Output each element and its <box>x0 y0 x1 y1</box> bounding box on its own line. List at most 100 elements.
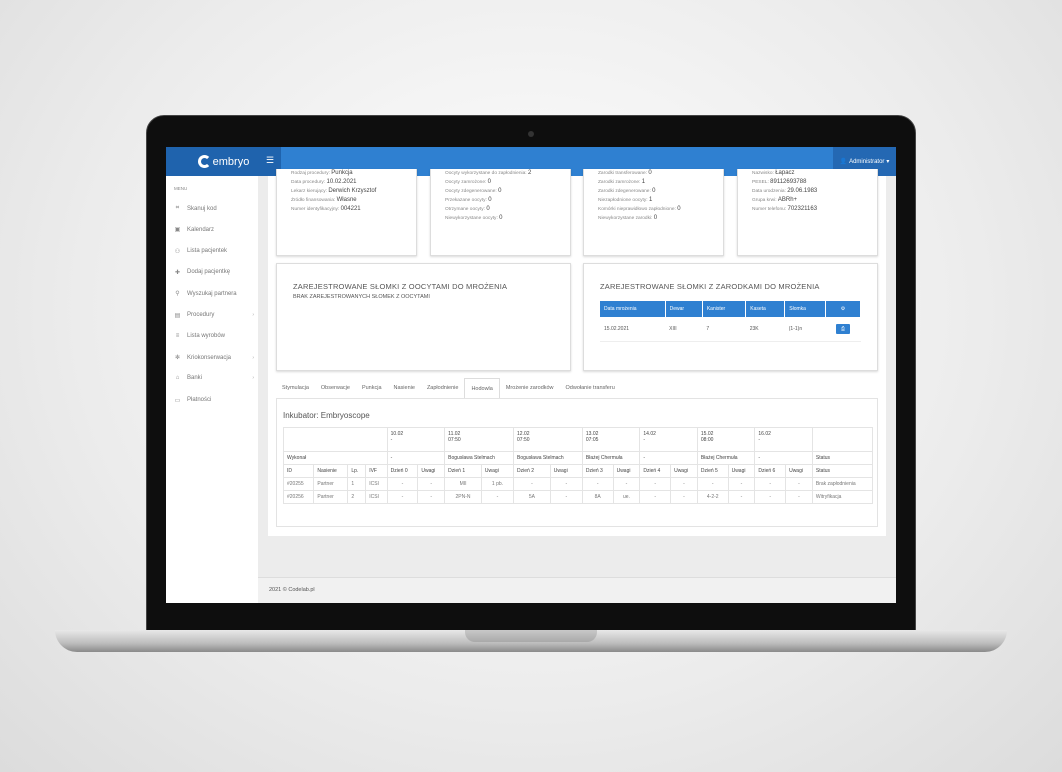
table-cell: - <box>785 490 813 504</box>
sidebar-item-lista-wyrob-w[interactable]: ≡ Lista wyrobów <box>174 333 254 339</box>
culture-table: 10.02-11.02 07:50 12.02 07:50 13.02 07:05 14.0… <box>282 427 874 504</box>
info-line: Przekazane oocyty: 0 <box>445 196 556 205</box>
tab-zap-odnienie[interactable]: Zapłodnienie <box>426 385 459 391</box>
summary-card: Rodzaj procedury: Punkcja Data procedury:… <box>276 169 417 256</box>
info-value: 702321163 <box>787 206 818 212</box>
hamburger-icon[interactable]: ☰ <box>266 155 275 165</box>
info-label: Lekarz kierujący: <box>291 189 327 194</box>
info-label: Rodzaj procedury: <box>291 171 330 176</box>
info-line: PESEL: 89112693788 <box>752 178 863 187</box>
user-search-icon: ⚲ <box>175 291 180 298</box>
info-label: Źródło finansowania: <box>291 198 336 203</box>
info-line: Numer identyfikacyjny: 004221 <box>291 205 402 214</box>
info-line: Niewykorzystane oocyty: 0 <box>445 214 556 223</box>
chevron-down-icon: ▾ <box>886 159 890 165</box>
performed-by: - <box>386 451 446 465</box>
column-header: Dewar <box>665 301 703 317</box>
logo-icon <box>197 155 211 168</box>
tab-hodowla[interactable]: Hodowla <box>464 378 500 398</box>
info-value: 0 <box>487 179 492 185</box>
tab-nasienie[interactable]: Nasienie <box>393 385 415 391</box>
column-header: Uwagi <box>417 464 446 478</box>
table-cell: #20256 <box>282 490 315 504</box>
sidebar-item-wyszukaj-partnera[interactable]: ⚲ Wyszukaj partnera <box>174 290 254 298</box>
info-value: 0 <box>648 170 652 176</box>
column-header: Dzień 6 <box>754 464 787 478</box>
date: 10.02 <box>390 431 404 437</box>
date: 13.02 <box>585 431 599 437</box>
performed-row: Wykonał - Bogusława Stelmach Bogusława Stel… <box>283 451 874 465</box>
time: - <box>643 437 646 443</box>
info-value: Derwich Krzysztof <box>328 188 377 194</box>
time: 07:50 <box>448 437 461 443</box>
money-icon: ▭ <box>174 397 181 404</box>
column-header: Data mrożenia <box>600 301 666 317</box>
table-cell: - <box>670 490 698 504</box>
sidebar-item-label: Procedury <box>187 312 215 318</box>
table-cell: 1 pb. <box>480 477 515 491</box>
info-label: Data urodzenia: <box>752 189 786 194</box>
column-header: Uwagi <box>785 464 813 478</box>
column-header: Lp. <box>347 464 367 478</box>
performed-label: Wykonał <box>283 451 388 465</box>
tab-stymulacja[interactable]: Stymulacja <box>282 385 309 391</box>
sidebar-item-p-atno-ci[interactable]: ▭ Płatności <box>174 397 254 404</box>
logo[interactable]: embryo <box>166 147 281 176</box>
table-cell: - <box>480 490 515 504</box>
info-line: Oocyty zdegenerowane: 0 <box>445 187 556 196</box>
table-row: #20255 Partner 1 ICSI - - MII 1 pb. - - - - - - - - - - Br… <box>282 477 874 491</box>
sidebar-item-kalendarz[interactable]: ▣ Kalendarz <box>174 226 254 234</box>
info-line: Oocyty wykorzystane do zapłodnienia: 2 <box>445 169 556 178</box>
sidebar-item-dodaj-pacjentk-[interactable]: ✚ Dodaj pacjentkę <box>174 269 254 276</box>
clipboard-icon: ▤ <box>174 312 181 319</box>
table-cell: - <box>581 477 614 491</box>
sidebar-item-skanuj-kod[interactable]: ⌗ Skanuj kod <box>174 205 254 212</box>
sidebar-item-banki[interactable]: ⌂ Banki › <box>174 375 254 381</box>
column-header: Status <box>811 464 874 478</box>
laptop-notch <box>465 630 597 642</box>
sidebar-item-kriokonserwacja[interactable]: ✻ Kriokonserwacja › <box>174 354 254 362</box>
table-cell: - <box>417 490 446 504</box>
table-cell: - <box>670 477 698 491</box>
table-cell: 5A <box>513 490 551 504</box>
column-header: ID <box>282 464 315 478</box>
table-cell: - <box>639 490 672 504</box>
info-label: Niezapłodnione oocyty: <box>598 198 648 203</box>
sidebar-item-label: Dodaj pacjentkę <box>187 269 231 276</box>
tab-odwo-anie-transferu[interactable]: Odwołanie transferu <box>565 385 615 391</box>
sidebar-item-procedury[interactable]: ▤ Procedury › <box>174 312 254 319</box>
performed-by: Błażej Chermuła <box>696 451 756 465</box>
info-value: 1 <box>641 179 646 185</box>
table-cell: 2PN-N <box>444 490 482 504</box>
tab-obserwacje[interactable]: Obserwacje <box>320 385 350 391</box>
table-row: #20256 Partner 2 ICSI - -2PN-N -5A -8A ue. - -4-2-… <box>282 490 874 504</box>
settings-icon: ⚙ <box>825 301 861 317</box>
date-cell: 15.02 08:00 <box>696 427 756 452</box>
info-label: Nazwisko: <box>752 171 774 176</box>
info-label: PESEL: <box>752 180 769 185</box>
calendar-icon: ▣ <box>174 227 181 234</box>
table-cell: - <box>417 477 446 491</box>
table-cell: - <box>727 477 756 491</box>
table-cell: 23K <box>745 317 785 342</box>
table-cell: (1-1)n <box>784 317 826 342</box>
print-icon[interactable]: ⎙ <box>836 324 851 334</box>
sidebar-item-lista-pacjentek[interactable]: ⚇ Lista pacjentek <box>174 248 254 255</box>
card-title: ZAREJESTROWANE SŁOMKI Z OOCYTAMI DO MROŻ… <box>293 282 508 291</box>
table-cell: - <box>549 477 583 491</box>
date: 11.02 <box>448 431 461 437</box>
tab-mro-enie-zarodk-w[interactable]: Mrożenie zarodków <box>505 385 554 391</box>
table-cell: Witryfikacja <box>811 490 874 504</box>
table-cell: MII <box>444 477 482 491</box>
info-label: Otrzymane oocyty: <box>445 207 485 212</box>
table-cell: - <box>612 477 641 491</box>
user-plus-icon: ✚ <box>174 269 181 276</box>
time: - <box>758 437 761 443</box>
table-cell: - <box>386 490 419 504</box>
column-header: Kanister <box>702 301 747 317</box>
info-line: Otrzymane oocyty: 0 <box>445 205 556 214</box>
info-value: 004221 <box>340 206 361 212</box>
tab-punkcja[interactable]: Punkcja <box>361 385 382 391</box>
performed-by: Bogusława Stelmach <box>444 451 515 465</box>
performed-by: Błażej Chermuła <box>581 451 641 465</box>
